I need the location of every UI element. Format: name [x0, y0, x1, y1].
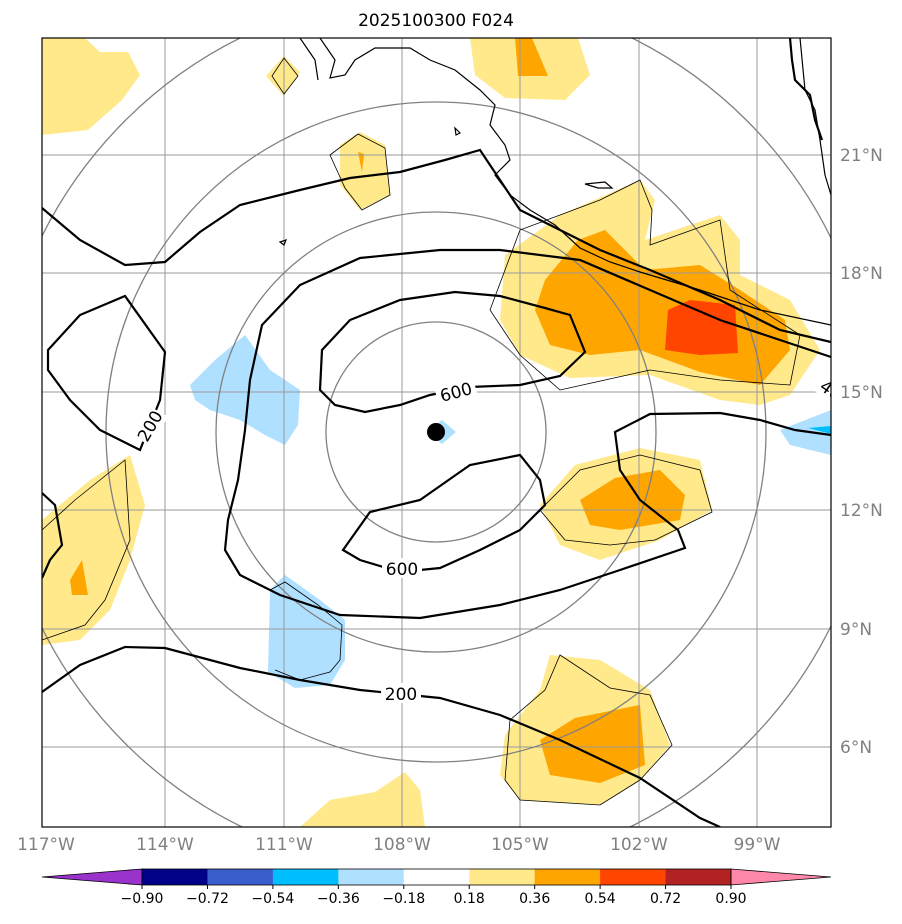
contour-ne-edge: [788, 38, 824, 141]
colorbar-bin: [338, 869, 405, 885]
storm-center-marker: [427, 423, 445, 441]
colorbar-bin: [534, 869, 601, 885]
field-yellow-w: [42, 455, 145, 645]
field-yellow-small-c: [340, 132, 390, 210]
x-tick-105w: 105°W: [491, 835, 549, 855]
colorbar-tick-label: −0.72: [186, 891, 229, 907]
contour-200-south: [42, 645, 721, 827]
contour-labels: 200 600 600 200 400: [131, 366, 831, 705]
y-tick-15n: 15°N: [840, 383, 883, 403]
colorbar-tick-label: 0.72: [650, 891, 681, 907]
colorbar-bin: [403, 869, 470, 885]
field-orange-se: [540, 705, 645, 783]
field-yellow-s: [300, 772, 425, 827]
y-tick-21n: 21°N: [840, 146, 883, 166]
field-red-ne: [665, 300, 738, 355]
colorbar-tick-label: −0.90: [121, 891, 164, 907]
x-tick-111w: 111°W: [255, 835, 313, 855]
colorbar-extend-high: [730, 868, 832, 886]
contour-400: [223, 248, 831, 620]
colorbar-bin: [142, 869, 208, 885]
field-orange-n: [515, 38, 548, 76]
colorbar-tick-label: −0.36: [317, 891, 360, 907]
field-orange-w: [70, 560, 88, 595]
field-blue-w: [190, 335, 300, 445]
colorbar-tick-label: 0.90: [715, 891, 746, 907]
shaded-fields: [42, 38, 831, 827]
colorbar-extend-low: [41, 868, 143, 886]
field-outlines: [42, 57, 801, 806]
x-tick-117w: 117°W: [17, 835, 75, 855]
colorbar-tick-label: 0.36: [519, 891, 550, 907]
y-tick-18n: 18°N: [840, 264, 883, 284]
x-axis-labels: 117°W 114°W 111°W 108°W 105°W 102°W 99°W: [17, 835, 781, 855]
figure-title: 2025100300 F024: [358, 11, 514, 31]
field-deepblue-e: [808, 426, 831, 434]
map-area: 200 600 600 200 400: [42, 38, 831, 827]
x-tick-99w: 99°W: [734, 835, 781, 855]
contour-label-200-south: 200: [385, 685, 417, 705]
colorbar-bin: [469, 869, 536, 885]
x-tick-108w: 108°W: [373, 835, 431, 855]
map-frame: [41, 37, 832, 828]
colorbar-bin: [207, 869, 274, 885]
colorbar-bin: [665, 869, 732, 885]
y-tick-6n: 6°N: [840, 738, 872, 758]
colorbar-tick-label: 0.54: [585, 891, 616, 907]
colorbar: −0.90 −0.72 −0.54 −0.36 −0.18 0.18 0.36 0.54 0.7…: [41, 868, 832, 907]
y-axis-labels: 21°N 18°N 15°N 12°N 9°N 6°N: [840, 146, 883, 758]
colorbar-bin: [272, 869, 339, 885]
y-tick-12n: 12°N: [840, 501, 883, 521]
contour-west-small: [42, 492, 64, 579]
contour-600-north: [318, 290, 587, 414]
colorbar-bin: [600, 869, 667, 885]
field-blue-sw: [268, 575, 345, 688]
x-tick-102w: 102°W: [610, 835, 668, 855]
contour-200-north: [42, 148, 831, 344]
field-orange-small-c: [358, 152, 364, 172]
colorbar-tick-label: −0.18: [382, 891, 425, 907]
contour-label-600-south: 600: [386, 560, 418, 580]
field-yellow-nw: [42, 38, 140, 135]
x-tick-114w: 114°W: [136, 835, 194, 855]
field-yellow-small-n: [266, 56, 300, 96]
colorbar-tick-label: −0.54: [251, 891, 294, 907]
colorbar-outline: [141, 868, 732, 886]
colorbar-tick-label: 0.18: [454, 891, 485, 907]
y-tick-9n: 9°N: [840, 620, 872, 640]
